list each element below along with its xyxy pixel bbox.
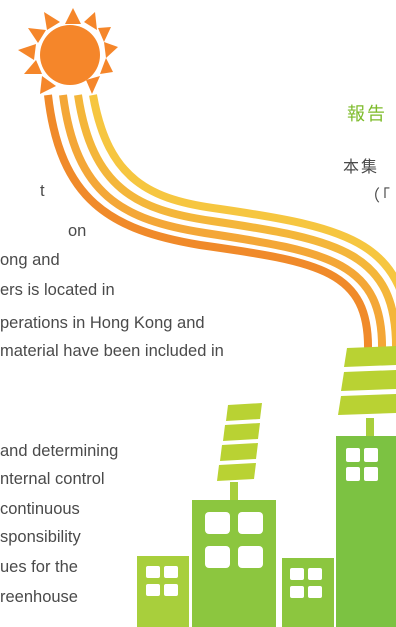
body-line-10: sponsibility [0, 528, 81, 546]
body-line-8: nternal control [0, 470, 105, 488]
building-small-center [282, 558, 334, 627]
building-small-left [137, 556, 189, 627]
building-right [336, 346, 396, 627]
body-line-5: perations in Hong Kong and [0, 314, 205, 332]
chinese-line-2: （「 [364, 186, 393, 205]
sun-icon [18, 8, 118, 94]
energy-stripes [44, 94, 396, 353]
solar-panel-middle-icon [217, 403, 262, 481]
chinese-section-title: 報告 [347, 104, 387, 125]
body-line-4: ers is located in [0, 281, 115, 299]
chinese-line-1: 本集 [343, 157, 380, 176]
body-line-6: material have been included in [0, 342, 224, 360]
body-line-11: ues for the [0, 558, 78, 576]
body-line-12: reenhouse [0, 588, 78, 606]
body-line-9: continuous [0, 500, 80, 518]
body-line-7: and determining [0, 442, 119, 460]
building-middle [192, 403, 276, 627]
body-line-3: ong and [0, 251, 60, 269]
solar-panel-right-icon [338, 346, 396, 415]
body-line-2: on [68, 222, 87, 240]
body-line-1: t [40, 182, 45, 200]
